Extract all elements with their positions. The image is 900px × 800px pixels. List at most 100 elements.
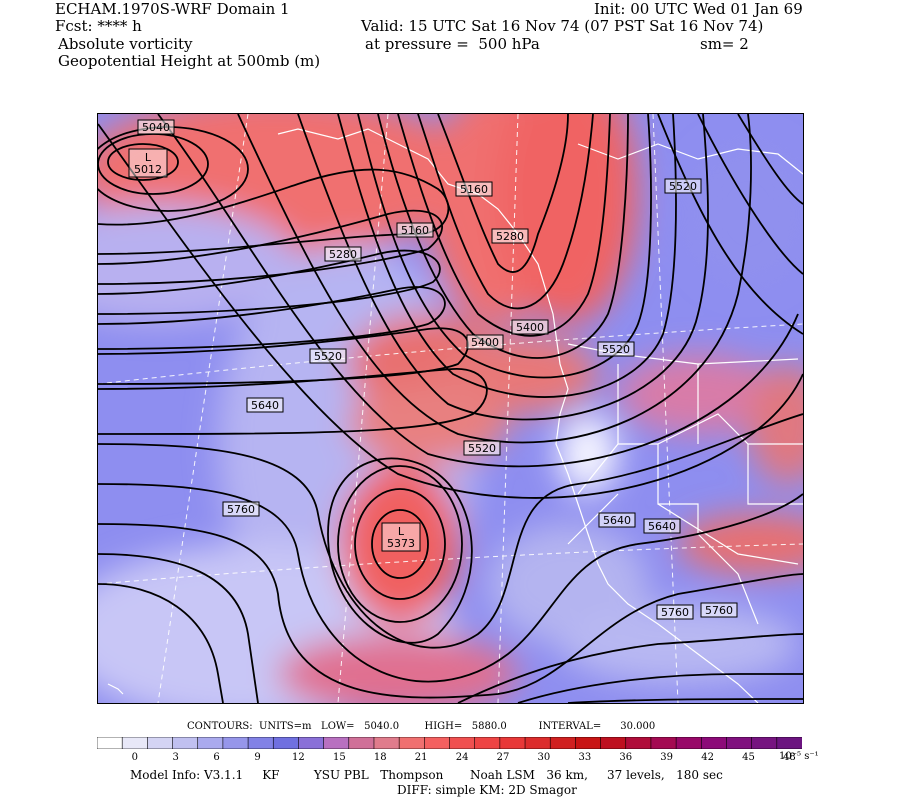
svg-text:5280: 5280 [329, 248, 357, 261]
colorbar-tick-label: 12 [292, 752, 305, 763]
contour-label: 5040 [137, 119, 175, 135]
forecast-hour: Fcst: **** h [55, 17, 142, 35]
colorbar-ticks: 0 3 6 9 12 15 18 21 24 27 30 33 36 39 42 45 48 [97, 752, 802, 766]
weather-map: 5040 5160 5160 5280 5280 5400 5400 5520 … [97, 113, 804, 704]
colorbar-swatch [247, 737, 275, 749]
colorbar-tick-label: 33 [578, 752, 592, 763]
svg-text:5160: 5160 [401, 224, 429, 237]
colorbar-swatch [424, 737, 451, 749]
colorbar [97, 737, 802, 749]
colorbar-swatch [373, 737, 400, 749]
colorbar-swatch [323, 737, 350, 749]
contour-label: 5640 [598, 512, 636, 528]
field-name-vorticity: Absolute vorticity [58, 35, 193, 53]
colorbar-swatch [499, 737, 526, 749]
contour-info: CONTOURS: UNITS=m LOW= 5040.0 HIGH= 5880… [187, 721, 656, 732]
contour-label: 5400 [466, 334, 504, 350]
svg-text:5040: 5040 [142, 121, 170, 134]
svg-text:5640: 5640 [648, 520, 676, 533]
colorbar-tick-label: 18 [373, 752, 387, 763]
colorbar-tick-label: 15 [332, 752, 346, 763]
colorbar-swatch [575, 737, 602, 749]
colorbar-tick-label: 45 [742, 752, 755, 763]
svg-text:5640: 5640 [251, 399, 279, 412]
svg-text:5520: 5520 [314, 350, 342, 363]
contour-label: 5520 [309, 348, 347, 364]
model-info: Model Info: V3.1.1 KF YSU PBL Thompson N… [130, 768, 723, 782]
colorbar-swatch [474, 737, 501, 749]
height-contours [98, 114, 803, 703]
colorbar-swatch [675, 737, 703, 749]
init-time: Init: 00 UTC Wed 01 Jan 69 [594, 0, 803, 18]
diff-info: DIFF: simple KM: 2D Smagor [397, 783, 577, 797]
colorbar-swatch [600, 737, 627, 749]
colorbar-tick-label: 42 [701, 752, 714, 763]
contour-label: 5160 [455, 181, 493, 197]
colorbar-swatch [700, 737, 728, 749]
contour-label: 5760 [656, 604, 694, 620]
pressure-level: at pressure = 500 hPa [365, 35, 540, 53]
low-marker-value: 5012 [134, 163, 162, 176]
colorbar-swatch [625, 737, 652, 749]
low-marker: L 5012 [128, 148, 168, 178]
svg-text:5400: 5400 [516, 321, 544, 334]
colorbar-swatch [776, 737, 802, 749]
contour-labels: 5040 5160 5160 5280 5280 5400 5400 5520 … [137, 119, 738, 620]
svg-text:5760: 5760 [227, 503, 255, 516]
svg-text:5760: 5760 [661, 606, 689, 619]
colorbar-swatch [549, 737, 577, 749]
colorbar-swatch [121, 737, 149, 749]
colorbar-swatch [97, 737, 123, 749]
colorbar-swatch [272, 737, 300, 749]
low-marker: L 5373 [381, 522, 421, 552]
colorbar-tick-label: 0 [131, 752, 138, 763]
field-name-height: Geopotential Height at 500mb (m) [58, 52, 321, 70]
contour-label: 5400 [511, 319, 549, 335]
colorbar-swatch [222, 737, 249, 749]
contour-label: 5160 [396, 222, 434, 238]
smoothing: sm= 2 [700, 35, 749, 53]
colorbar-swatch [398, 737, 426, 749]
contour-label: 5520 [463, 440, 501, 456]
contour-label: 5520 [597, 341, 635, 357]
contour-label: 5640 [246, 397, 284, 413]
colorbar-tick-label: 48 [783, 752, 796, 763]
colorbar-swatch [348, 737, 375, 749]
svg-text:5760: 5760 [705, 604, 733, 617]
valid-time: Valid: 15 UTC Sat 16 Nov 74 (07 PST Sat … [361, 17, 764, 35]
svg-text:5520: 5520 [669, 180, 697, 193]
colorbar-swatch [298, 737, 325, 749]
svg-text:5520: 5520 [468, 442, 496, 455]
colorbar-tick-label: 30 [537, 752, 551, 763]
contour-label: 5520 [664, 178, 702, 194]
colorbar-swatch [726, 737, 753, 749]
svg-text:5400: 5400 [471, 336, 499, 349]
colorbar-swatch [172, 737, 199, 749]
low-marker-letter: L [398, 525, 405, 538]
colorbar-tick-label: 21 [414, 752, 428, 763]
contour-label: 5760 [222, 501, 260, 517]
contour-label: 5280 [324, 246, 362, 262]
colorbar-units: 10⁻⁵ s⁻¹ [779, 751, 819, 762]
colorbar-tick-label: 39 [660, 752, 674, 763]
svg-text:5160: 5160 [460, 183, 488, 196]
svg-text:5280: 5280 [496, 230, 524, 243]
colorbar-swatch [197, 737, 224, 749]
low-marker-letter: L [145, 151, 152, 164]
contour-label: 5280 [491, 228, 529, 244]
colorbar-swatch [524, 737, 552, 749]
model-title: ECHAM.1970S-WRF Domain 1 [55, 0, 290, 18]
colorbar-tick-label: 6 [213, 752, 220, 763]
contour-label: 5760 [700, 602, 738, 618]
svg-text:5520: 5520 [602, 343, 630, 356]
colorbar-swatch [147, 737, 174, 749]
contour-label: 5640 [643, 518, 681, 534]
colorbar-swatch [449, 737, 476, 749]
colorbar-tick-label: 36 [619, 752, 633, 763]
colorbar-tick-label: 3 [172, 752, 179, 763]
colorbar-tick-label: 27 [496, 752, 510, 763]
colorbar-tick-label: 9 [254, 752, 261, 763]
colorbar-tick-label: 24 [455, 752, 469, 763]
svg-text:5640: 5640 [603, 514, 631, 527]
low-marker-value: 5373 [387, 537, 415, 550]
